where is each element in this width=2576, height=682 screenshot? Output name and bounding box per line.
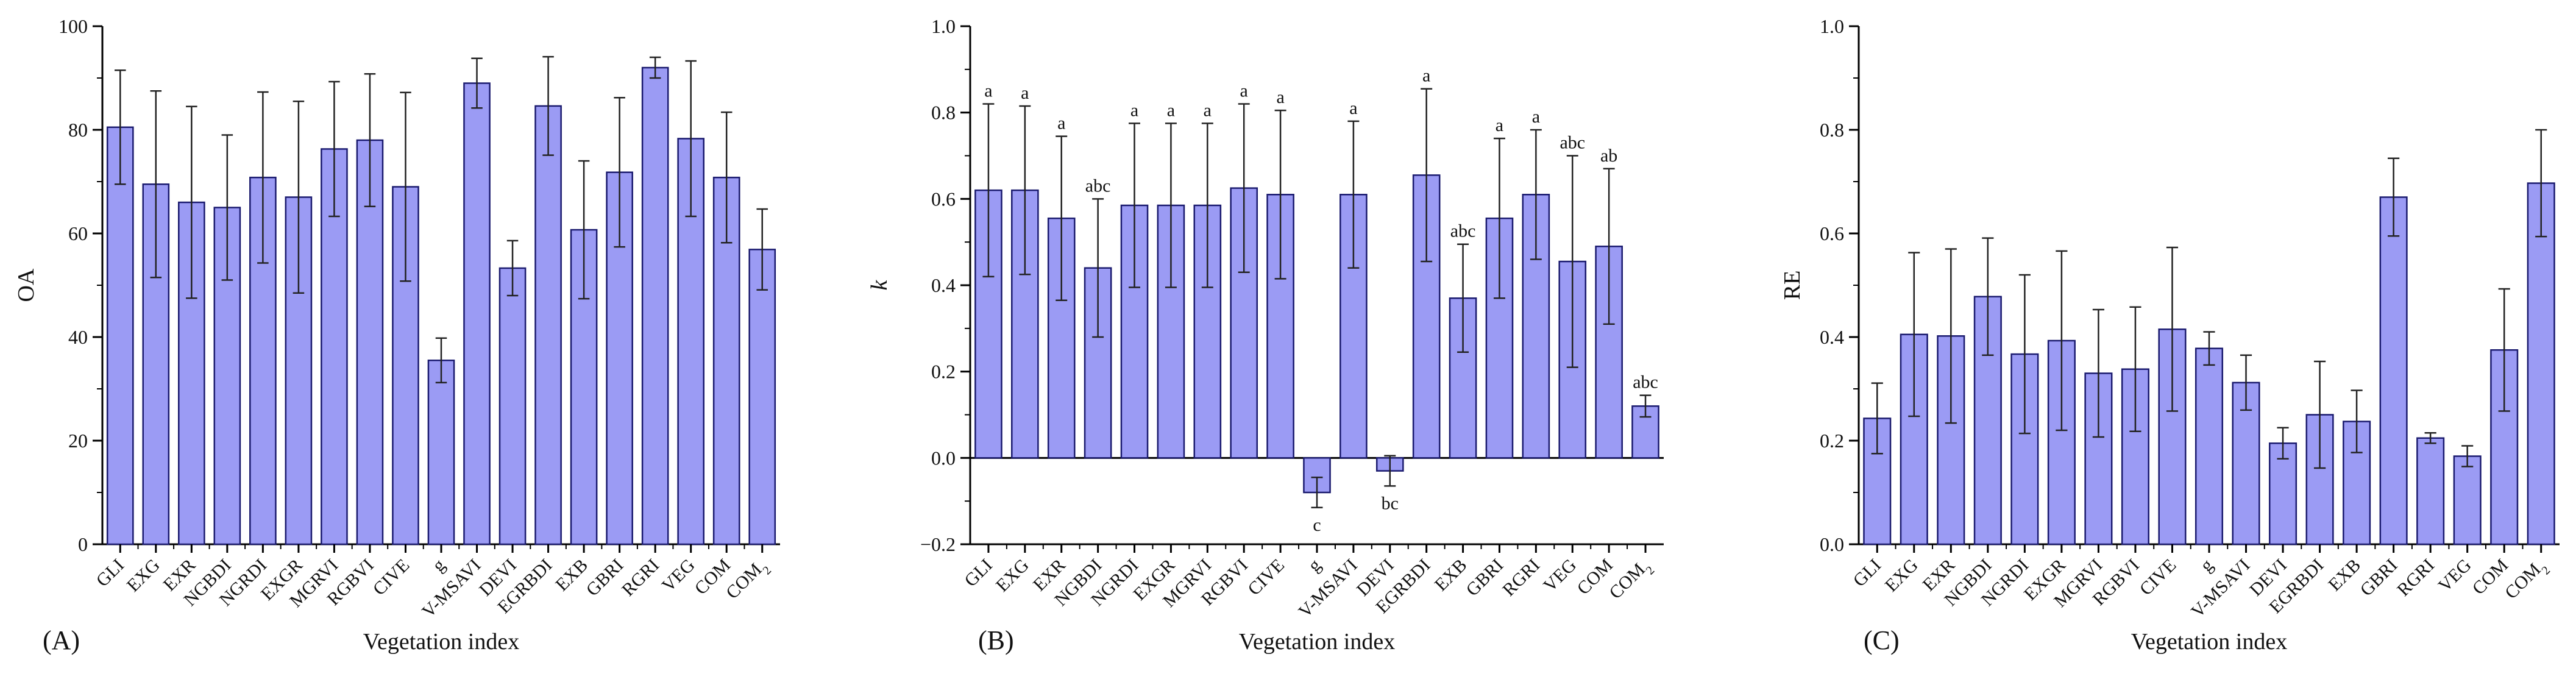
x-tick-label: RGRI [2393, 555, 2438, 600]
significance-label: abc [1633, 372, 1658, 393]
significance-label: c [1313, 515, 1321, 535]
bar-g [2195, 347, 2224, 545]
x-axis-title: Vegetation index [1239, 629, 1395, 655]
bar-rgri [641, 66, 669, 545]
x-tick-label: COM2 [2501, 555, 2553, 607]
y-tick-label: 0.2 [1820, 430, 1844, 452]
y-tick-label: 0.4 [1820, 326, 1844, 348]
significance-label: a [1349, 98, 1357, 118]
x-tick-label: V-MSAVI [1294, 555, 1361, 622]
y-axis-title: RE [1779, 271, 1805, 300]
y-tick-label: 0.0 [931, 447, 956, 469]
significance-label: a [1167, 100, 1175, 120]
x-tick-label: g [428, 555, 449, 576]
bar-com2 [2527, 182, 2555, 545]
bar-gli [106, 126, 134, 545]
panel-label: (A) [43, 625, 80, 655]
significance-label: ab [1600, 146, 1617, 166]
significance-label: abc [1559, 133, 1585, 153]
bar-gbri [2379, 196, 2408, 545]
significance-label: a [1276, 87, 1284, 107]
y-tick-label: 1.0 [1820, 15, 1844, 37]
x-tick-label: VEG [2435, 555, 2475, 596]
x-tick-label: V-MSAVI [418, 555, 484, 622]
y-tick-label: 0.8 [931, 102, 956, 124]
x-axis-title: Vegetation index [2131, 629, 2287, 655]
x-tick-label: CIVE [369, 555, 414, 600]
chart-panel-3: 0.00.20.40.60.81.0GLIEXGEXRNGBDINGRDIEXG… [1779, 15, 2560, 655]
bar-rgri [2416, 437, 2445, 545]
significance-label: abc [1085, 176, 1111, 196]
y-tick-label: 80 [68, 119, 88, 141]
panel-label: (C) [1864, 625, 1900, 655]
bar-veg [2453, 455, 2482, 545]
significance-label: a [1496, 115, 1503, 135]
y-tick-label: 0.4 [931, 274, 956, 296]
bar-devi [499, 267, 527, 545]
x-tick-label: V-MSAVI [2187, 555, 2254, 622]
x-tick-label: g [1304, 555, 1325, 576]
bar-egrbdi [534, 105, 562, 545]
y-tick-label: 0 [78, 533, 88, 555]
y-tick-label: 0.2 [931, 361, 956, 383]
y-tick-label: 1.0 [931, 15, 956, 37]
x-tick-label: GBRI [2357, 555, 2402, 600]
significance-label: a [1057, 113, 1065, 133]
x-tick-label: EXB [2324, 555, 2365, 595]
significance-label: a [1130, 100, 1138, 120]
x-tick-label: GBRI [583, 555, 628, 600]
y-tick-label: −0.2 [920, 533, 956, 555]
y-tick-label: 0.6 [931, 188, 956, 210]
y-tick-label: 100 [59, 15, 88, 37]
x-tick-label: EXG [1881, 555, 1922, 596]
bar-devi [2269, 442, 2297, 545]
significance-label: bc [1382, 493, 1399, 513]
y-tick-label: 20 [68, 430, 88, 452]
x-tick-label: COM2 [1605, 555, 1657, 607]
x-tick-label: EXG [123, 555, 164, 596]
x-axis-title: Vegetation index [363, 629, 519, 655]
x-tick-label: GLI [93, 555, 129, 591]
y-tick-label: 0.0 [1820, 533, 1844, 555]
panel-label: (B) [978, 625, 1014, 655]
x-tick-label: VEG [1539, 555, 1580, 596]
bar-com2 [748, 249, 776, 545]
x-tick-label: g [2196, 555, 2217, 576]
y-tick-label: 0.8 [1820, 119, 1844, 141]
x-tick-label: COM2 [722, 555, 774, 607]
y-tick-label: 0.6 [1820, 222, 1844, 244]
bar-rgbvi [356, 139, 384, 545]
y-tick-label: 40 [68, 326, 88, 348]
x-tick-label: EXG [992, 555, 1033, 596]
significance-label: a [984, 81, 992, 101]
x-tick-label: VEG [658, 555, 699, 596]
significance-label: a [1532, 107, 1540, 127]
chart-panel-2: −0.20.00.20.40.60.81.0aGLIaEXGaEXRabcNGB… [867, 15, 1664, 655]
y-tick-label: 60 [68, 222, 88, 244]
significance-label: a [1240, 81, 1248, 101]
significance-label: abc [1450, 221, 1476, 241]
significance-label: a [1422, 66, 1430, 86]
significance-label: a [1021, 83, 1029, 103]
x-tick-label: CIVE [2136, 555, 2180, 600]
y-axis-title: k [867, 279, 892, 290]
x-tick-label: GBRI [1462, 555, 1507, 600]
y-axis-title: OA [13, 268, 39, 302]
bar-g [1303, 457, 1331, 494]
bar-g [427, 360, 455, 545]
x-tick-label: RGRI [618, 555, 663, 600]
bar-v-msavi [463, 82, 491, 545]
bar-rgbvi [2121, 368, 2149, 545]
significance-label: a [1204, 100, 1212, 120]
x-tick-label: GLI [1850, 555, 1886, 591]
x-tick-label: RGRI [1499, 555, 1544, 600]
chart-panel-1: 020406080100GLIEXGEXRNGBDINGRDIEXGRMGRVI… [13, 15, 780, 655]
x-tick-label: CIVE [1244, 555, 1288, 600]
x-tick-label: GLI [960, 555, 996, 591]
